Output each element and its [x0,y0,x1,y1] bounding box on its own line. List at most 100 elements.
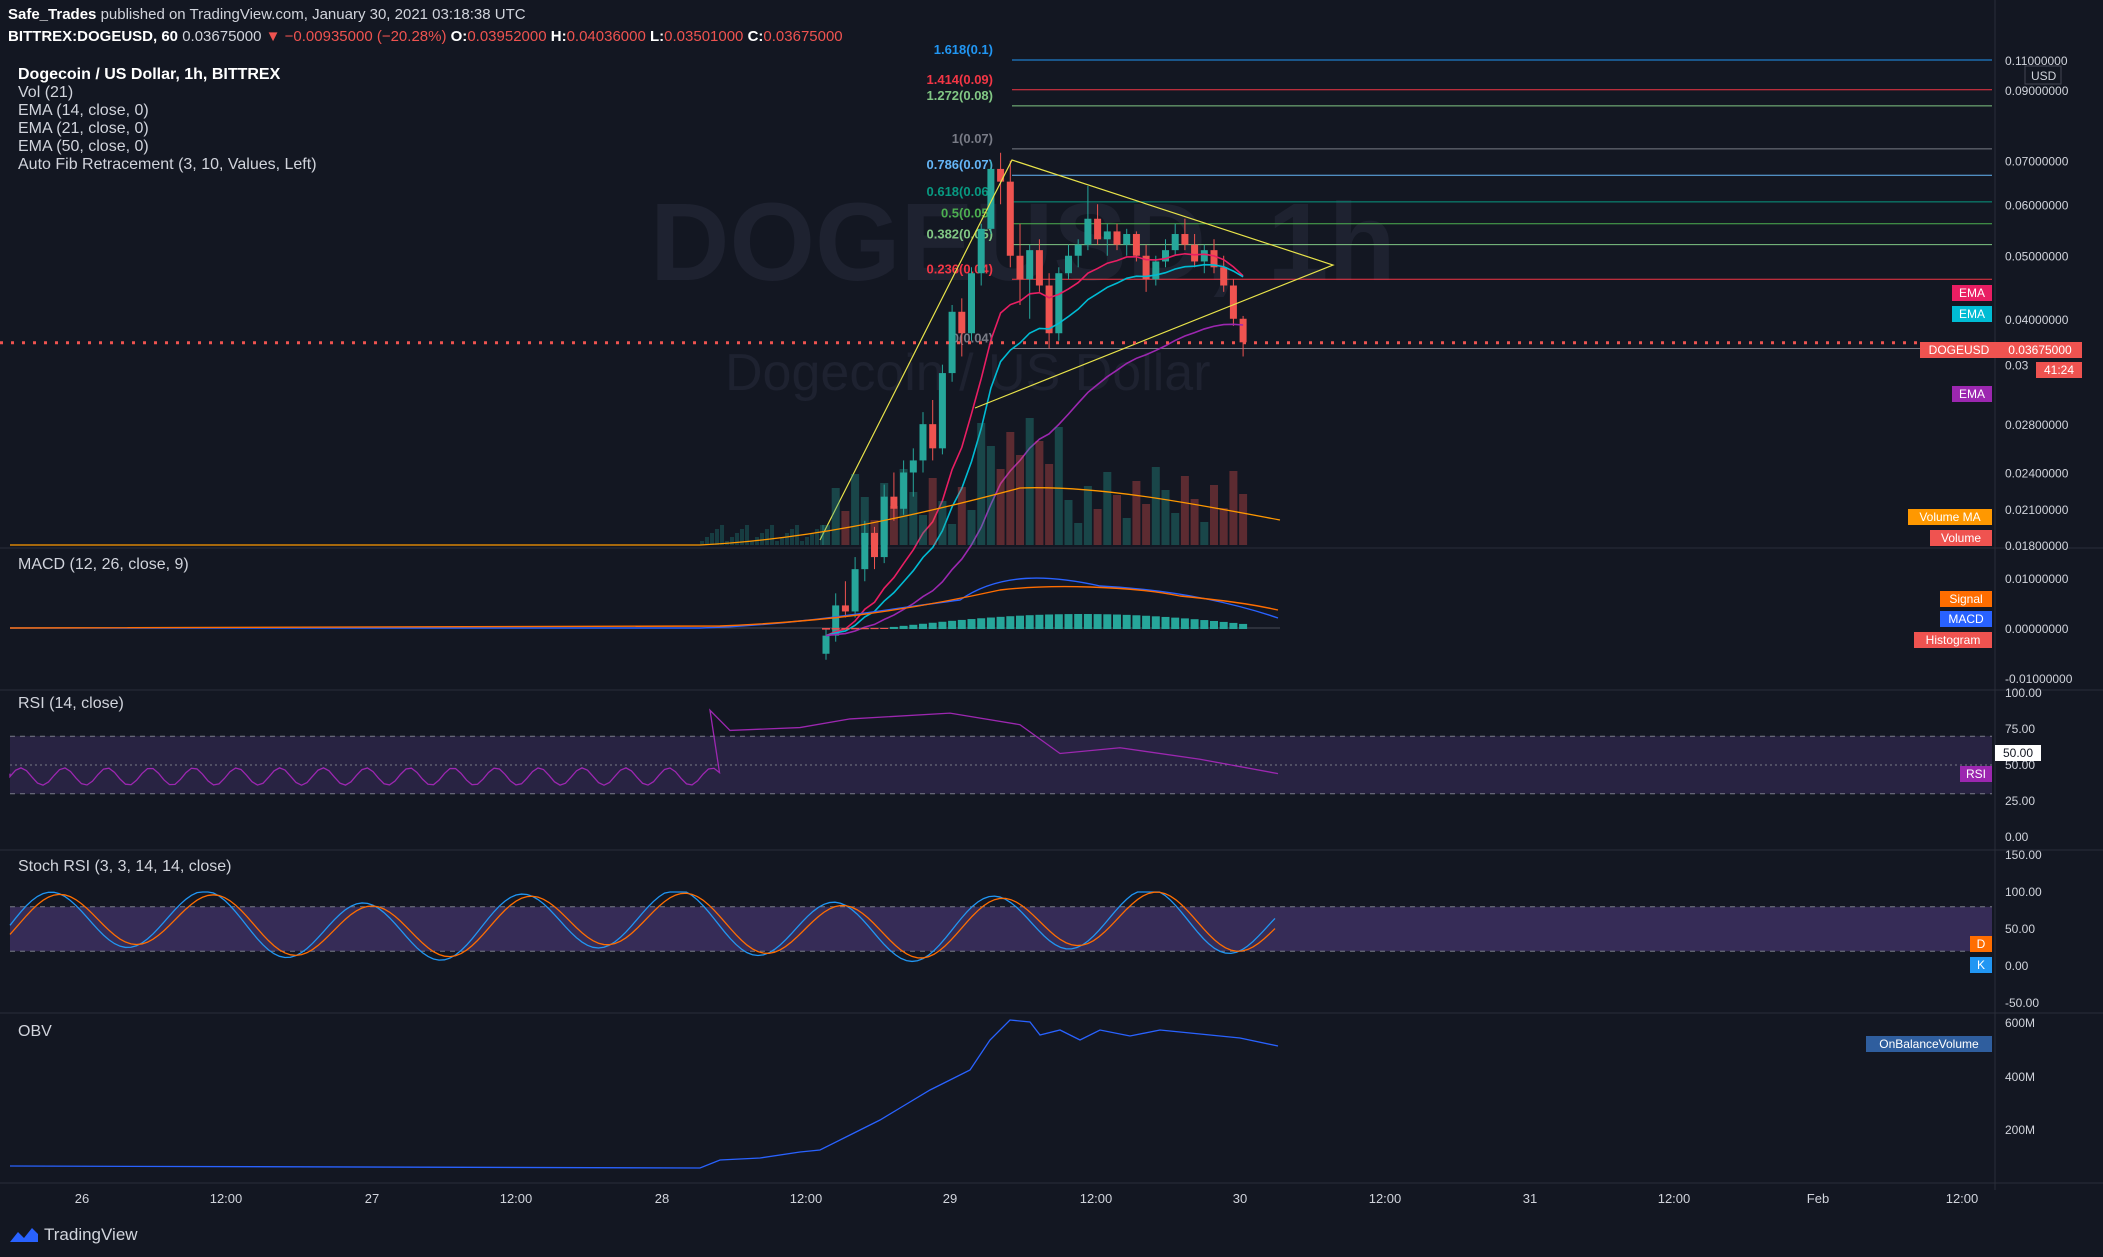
fib-level-label: 0.786(0.07) [927,157,994,172]
volume-bar [1083,486,1092,545]
volume-bar [928,478,937,545]
volume-bar [1064,500,1073,545]
volume-bar [938,501,947,545]
candle-body [1103,231,1111,240]
macd-histogram-bar [1122,614,1131,629]
volume-bar [1093,509,1102,545]
macd-histogram-bar [957,619,966,629]
down-arrow-icon: ▼ [265,28,281,45]
macd-histogram-bar [1113,614,1121,629]
time-axis-tick: Feb [1807,1191,1829,1206]
legend-item-volume[interactable]: Vol (21) [18,84,74,101]
macd-axis-tick: -0.01000000 [2005,672,2073,686]
time-axis-tick: 12:00 [790,1191,823,1206]
macd-histogram-bar [1161,616,1170,629]
volume-bar [1054,427,1063,545]
rsi-line [9,708,1279,786]
legend-title[interactable]: Dogecoin / US Dollar, 1h, BITTREX [18,66,281,83]
rsi-title[interactable]: RSI (14, close) [18,695,124,712]
stoch-k-line [9,891,1276,963]
ema-50-line [825,323,1244,637]
countdown-tag: 41:24 [2044,363,2074,377]
volume-bar [880,483,889,545]
volume-ma-line [10,487,1281,546]
volume-bar [745,525,749,545]
ema50-tag: EMA [1959,387,1985,401]
obv-line [9,1019,1279,1169]
ema14-tag: EMA [1959,286,1985,300]
stoch-title[interactable]: Stoch RSI (3, 3, 14, 14, close) [18,858,232,875]
main-legend: Dogecoin / US Dollar, 1h, BITTREX Vol (2… [18,66,317,174]
stoch-band [10,906,1992,952]
volume-bar [770,525,774,545]
volume-bar [1210,485,1218,545]
time-axis-tick: 28 [655,1191,669,1206]
author-name[interactable]: Safe_Trades [8,6,97,23]
volume-bar [860,497,869,545]
rsi-axis-tick: 25.00 [2005,794,2035,808]
macd-histogram-bar [1190,619,1199,629]
macd-title[interactable]: MACD (12, 26, close, 9) [18,556,189,573]
volume-bar [1239,494,1248,545]
brand-name: TradingView [44,1225,138,1244]
macd-histogram-bar [1171,617,1180,629]
volume-bar [1190,499,1199,545]
rsi-tag-bg [1960,766,1992,782]
obv-axis-tick: 200M [2005,1123,2035,1137]
obv-tag: OnBalanceVolume [1879,1037,1979,1051]
macd-histogram-bar [909,624,918,629]
fib-level-label: 0.236(0.04) [927,261,994,276]
volume-bar [977,423,986,545]
macd-histogram-bar [860,628,869,630]
legend-item-autofib[interactable]: Auto Fib Retracement (3, 10, Values, Lef… [18,156,317,173]
price-axis-tick: 0.01800000 [2005,539,2069,553]
volume-bar [800,541,804,545]
close-label: C: [747,28,764,45]
candle-body [1094,218,1102,240]
candle-body [1006,181,1014,256]
publish-line: Safe_Trades published on TradingView.com… [8,6,526,23]
legend-item-ema50[interactable]: EMA (50, close, 0) [18,138,149,155]
volume-bar [899,469,908,545]
fib-level-label: 1.414(0.09) [927,72,994,87]
candle-body [1191,244,1199,262]
rsi-axis-tick: 100.00 [2005,686,2042,700]
symbol-interval: BITTREX:DOGEUSD, 60 [8,28,179,45]
price-axis-tick: 0.04000000 [2005,313,2069,327]
candle-body [1055,273,1063,334]
volume-bar [870,520,879,545]
volume-bar [1151,467,1160,545]
macd-signal-line [9,585,1279,629]
macd-histogram-bar [919,623,927,629]
macd-signal-tag: Signal [1949,592,1982,606]
volume-bar [735,533,739,545]
open-label: O: [450,28,468,45]
macd-histogram-bar [822,628,830,630]
obv-title[interactable]: OBV [18,1023,52,1040]
countdown-tag-bg [2036,362,2082,378]
candle-body [987,168,995,229]
volume-bar [1074,523,1083,545]
candle-body [1084,218,1092,245]
volume-bar [705,537,709,545]
volume-bar [1113,495,1121,545]
candle-body [1200,250,1208,262]
candle-body [890,496,898,509]
tradingview-logo[interactable]: TradingView [8,1225,138,1245]
candle-body [1113,231,1121,245]
stoch-d-tag: D [1977,937,1986,951]
macd-line-tag: MACD [1948,612,1984,626]
volume-bar [740,529,744,545]
volume-ma-tag-bg [1908,509,1992,525]
legend-item-ema21[interactable]: EMA (21, close, 0) [18,120,149,137]
volume-bar [1016,455,1024,545]
macd-histogram-bar [1006,616,1015,629]
volume-bar [780,537,784,545]
candle-body [1035,250,1043,286]
price-axis-tick: 0.09000000 [2005,84,2069,98]
rsi-value-label: 50.00 [2003,746,2033,760]
macd-histogram-bar [1229,622,1238,629]
volume-bar [790,529,794,545]
legend-item-ema14[interactable]: EMA (14, close, 0) [18,102,149,119]
